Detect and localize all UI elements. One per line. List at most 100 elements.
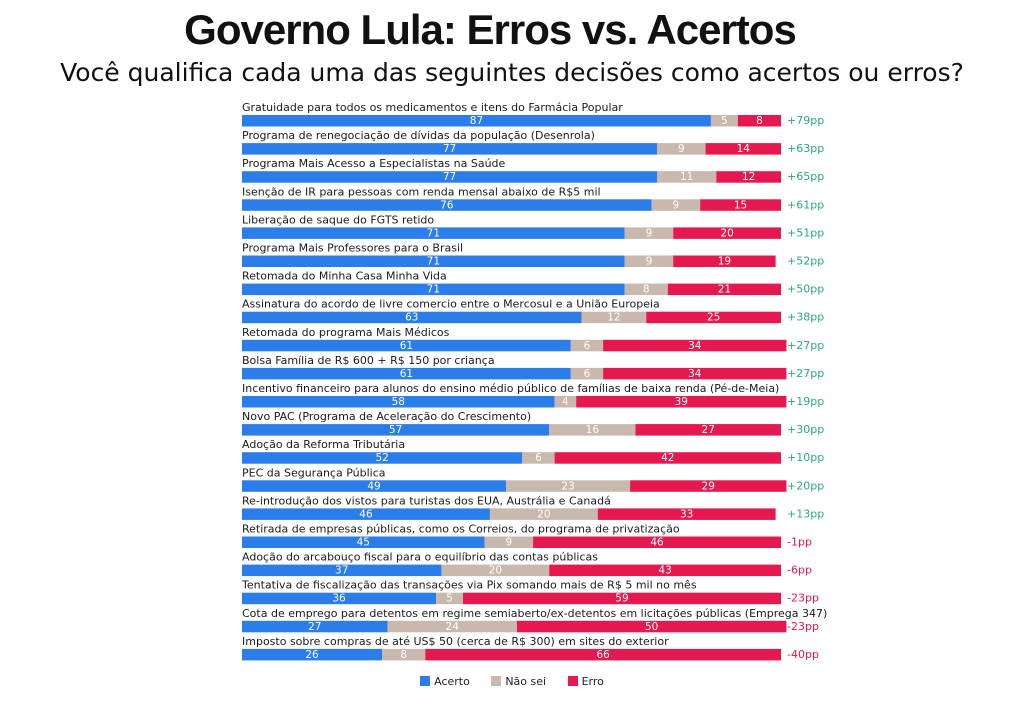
- value-label-acerto: 61: [400, 368, 413, 380]
- bar-segment-nao-sei: [624, 227, 674, 239]
- value-label-acerto: 58: [392, 396, 405, 408]
- bar-segment-nao-sei: [710, 115, 738, 127]
- legend-swatch-acerto: [420, 676, 431, 686]
- net-difference-label: +27pp: [787, 339, 824, 352]
- value-label-nao-sei: 9: [646, 227, 653, 239]
- net-difference-label: -1pp: [787, 536, 812, 549]
- value-label-nao-sei: 20: [489, 565, 502, 577]
- value-label-erro: 29: [702, 480, 715, 492]
- value-label-acerto: 46: [359, 508, 373, 520]
- bar-segment-acerto: [242, 339, 571, 352]
- bar-segment-nao-sei: [657, 171, 717, 183]
- net-difference-label: +10pp: [787, 451, 824, 464]
- net-difference-label: -23pp: [787, 620, 819, 633]
- bar-segment-acerto: [242, 255, 625, 267]
- row-label: Retomada do programa Mais Médicos: [242, 326, 450, 339]
- legend: Acerto Não sei Erro: [0, 675, 1024, 688]
- bar-segment-nao-sei: [387, 620, 517, 633]
- row-label: Cota de emprego para detentos em regime …: [242, 607, 827, 620]
- value-label-nao-sei: 16: [586, 424, 600, 436]
- bar-segment-erro: [533, 536, 781, 548]
- value-label-acerto: 37: [335, 565, 348, 577]
- value-label-acerto: 63: [405, 312, 418, 324]
- value-label-acerto: 71: [427, 227, 440, 239]
- legend-item-erro: Erro: [567, 675, 604, 688]
- bar-segment-erro: [462, 592, 781, 605]
- value-label-nao-sei: 6: [584, 340, 591, 352]
- net-difference-label: +20pp: [787, 479, 824, 492]
- row-label: Re-introdução dos vistos para turistas d…: [242, 494, 611, 507]
- bar-segment-erro: [603, 339, 787, 352]
- value-label-erro: 42: [661, 452, 674, 464]
- value-label-acerto: 49: [367, 480, 380, 492]
- bar-segment-acerto: [242, 311, 582, 324]
- legend-label-acerto: Acerto: [434, 675, 470, 688]
- row-label: Assinatura do acordo de livre comercio e…: [242, 298, 660, 311]
- value-label-acerto: 52: [375, 452, 388, 464]
- value-label-nao-sei: 20: [537, 508, 550, 520]
- bar-segment-acerto: [242, 227, 625, 239]
- value-label-nao-sei: 8: [400, 649, 407, 661]
- bar-segment-nao-sei: [554, 396, 577, 408]
- value-label-erro: 43: [658, 565, 671, 577]
- value-label-nao-sei: 23: [561, 480, 574, 492]
- bar-segment-nao-sei: [570, 367, 604, 380]
- bar-segment-erro: [576, 396, 787, 408]
- bar-segment-erro: [737, 115, 781, 127]
- bar-segment-erro: [597, 508, 776, 520]
- bar-segment-erro: [673, 227, 781, 239]
- bar-segment-nao-sei: [549, 424, 636, 436]
- bar-segment-nao-sei: [441, 564, 550, 577]
- bar-segment-erro: [667, 283, 781, 296]
- bar-segment-acerto: [242, 199, 652, 211]
- bar-segment-erro: [516, 620, 787, 633]
- bar-segment-acerto: [242, 592, 437, 605]
- legend-swatch-nao-sei: [491, 676, 502, 686]
- net-difference-label: +51pp: [787, 226, 824, 239]
- value-label-nao-sei: 6: [584, 368, 591, 380]
- row-label: Bolsa Família de R$ 600 + R$ 150 por cri…: [242, 354, 495, 367]
- value-label-erro: 27: [702, 424, 715, 436]
- value-label-nao-sei: 24: [446, 621, 460, 633]
- bar-segment-erro: [716, 171, 781, 183]
- row-label: Imposto sobre compras de até US$ 50 (cer…: [242, 635, 669, 648]
- row-label: Programa Mais Acesso a Especialistas na …: [242, 157, 506, 170]
- legend-item-acerto: Acerto: [420, 675, 470, 688]
- value-label-acerto: 87: [470, 115, 483, 127]
- bar-segment-acerto: [242, 171, 658, 183]
- bar-segment-erro: [635, 424, 781, 436]
- value-label-acerto: 36: [332, 593, 346, 605]
- net-difference-label: +63pp: [787, 142, 824, 155]
- net-difference-label: -6pp: [787, 564, 812, 577]
- bar-segment-erro: [673, 255, 776, 267]
- value-label-erro: 34: [688, 368, 702, 380]
- bar-segment-acerto: [242, 115, 711, 127]
- value-label-acerto: 61: [400, 340, 413, 352]
- bar-segment-acerto: [242, 143, 658, 155]
- bar-segment-erro: [700, 199, 781, 211]
- bar-segment-nao-sei: [657, 143, 706, 155]
- net-difference-label: -40pp: [787, 648, 819, 661]
- bar-segment-acerto: [242, 367, 571, 380]
- legend-label-nao-sei: Não sei: [505, 675, 547, 688]
- value-label-erro: 34: [688, 340, 702, 352]
- chart-title: Governo Lula: Erros vs. Acertos: [184, 6, 797, 53]
- net-difference-label: +27pp: [787, 367, 824, 380]
- bar-segment-acerto: [242, 648, 383, 661]
- net-difference-label: +65pp: [787, 170, 824, 183]
- value-label-erro: 33: [680, 508, 693, 520]
- row-label: Retirada de empresas públicas, como os C…: [242, 523, 680, 536]
- bar-segment-acerto: [242, 536, 485, 548]
- value-label-nao-sei: 5: [446, 593, 453, 605]
- bar-segment-nao-sei: [624, 255, 674, 267]
- row-label: PEC da Segurança Pública: [242, 466, 386, 479]
- value-label-nao-sei: 5: [721, 115, 728, 127]
- bar-segment-nao-sei: [484, 536, 534, 548]
- value-label-nao-sei: 9: [678, 143, 685, 155]
- bar-segment-erro: [603, 367, 787, 380]
- value-label-nao-sei: 4: [562, 396, 569, 408]
- value-label-erro: 8: [756, 115, 763, 127]
- bar-segment-nao-sei: [489, 508, 598, 520]
- value-label-nao-sei: 9: [673, 199, 680, 211]
- bar-segment-erro: [646, 311, 781, 324]
